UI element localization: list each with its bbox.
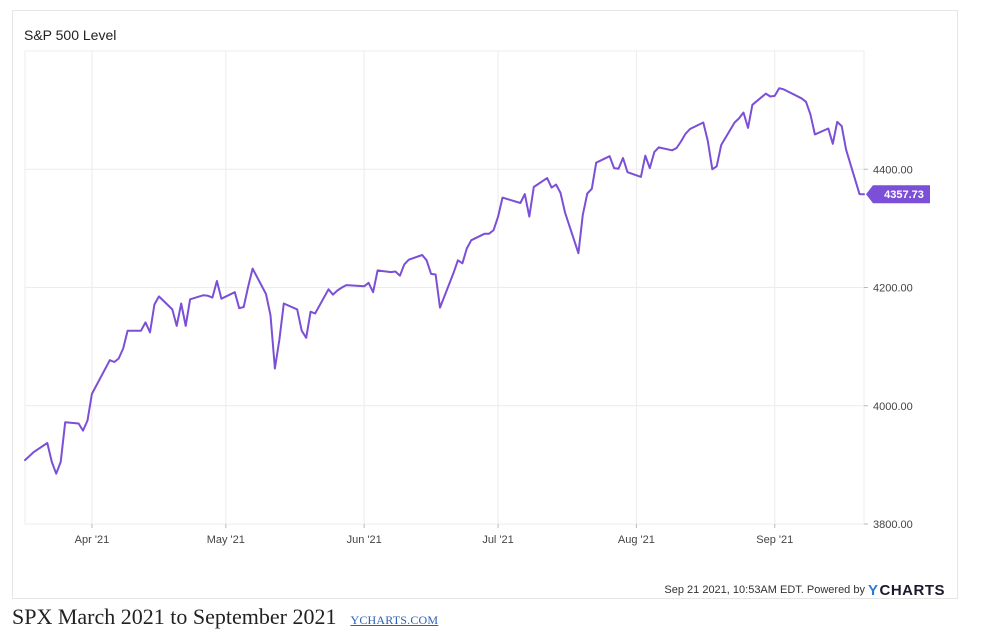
chart-card: S&P 500 Level 3800.00 4000.00 4200.00 4400.… xyxy=(12,10,958,599)
ycharts-link[interactable]: YCHARTS.COM xyxy=(350,613,439,627)
y-tick-label: 4400.00 xyxy=(873,164,913,176)
series-line xyxy=(24,87,865,475)
last-value-badge xyxy=(866,185,930,204)
x-tick-label: Jun '21 xyxy=(347,534,382,546)
x-tick-label: Jul '21 xyxy=(482,534,513,546)
x-tick-label: Apr '21 xyxy=(75,534,110,546)
x-tick-label: Aug '21 xyxy=(618,534,655,546)
x-tick-label: Sep '21 xyxy=(756,534,793,546)
ycharts-logo[interactable]: Y CHARTS xyxy=(868,582,945,599)
y-tick-label: 4000.00 xyxy=(873,401,913,413)
chart-title: S&P 500 Level xyxy=(24,27,117,43)
y-tick-label: 3800.00 xyxy=(873,519,913,531)
x-tick-label: May '21 xyxy=(207,534,245,546)
line-chart: 3800.00 4000.00 4200.00 4400.00 Apr '21 May '… xyxy=(24,50,930,546)
last-value-label: 4357.73 xyxy=(884,189,924,201)
figure-caption: SPX March 2021 to September 2021 YCHARTS… xyxy=(12,604,438,630)
caption-text: SPX March 2021 to September 2021 xyxy=(12,604,337,629)
timestamp-text: Sep 21 2021, 10:53AM EDT. Powered by xyxy=(664,584,865,596)
chart-footer: Sep 21 2021, 10:53AM EDT. Powered by Y C… xyxy=(664,581,945,599)
y-tick-label: 4200.00 xyxy=(873,283,913,295)
ycharts-logo-y-icon: Y xyxy=(867,581,879,599)
ycharts-logo-text: CHARTS xyxy=(879,581,945,599)
